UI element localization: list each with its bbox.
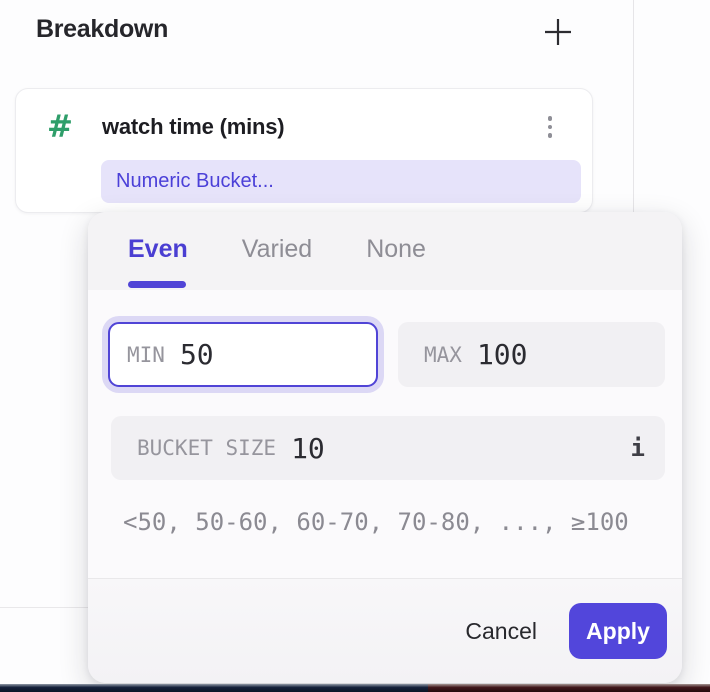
tab-varied[interactable]: Varied [241, 235, 313, 263]
chart-edge-strip [0, 684, 710, 692]
cancel-button[interactable]: Cancel [465, 617, 537, 644]
breakdown-property-card: # watch time (mins) Numeric Bucket... [15, 88, 593, 213]
tab-none[interactable]: None [366, 235, 426, 263]
min-input[interactable]: MIN 50 [108, 322, 378, 387]
kebab-menu-icon[interactable] [542, 110, 559, 144]
max-label: MAX [424, 342, 462, 367]
bucket-size-label: BUCKET SIZE [137, 436, 277, 460]
chart-bar-maroon [428, 684, 710, 692]
bucket-size-value: 10 [291, 431, 325, 465]
tab-even[interactable]: Even [128, 235, 188, 263]
popup-footer: Cancel Apply [88, 578, 682, 683]
add-breakdown-button[interactable] [540, 15, 576, 51]
panel-right-divider [633, 0, 634, 212]
bucket-size-input[interactable]: BUCKET SIZE 10 i [111, 416, 665, 480]
bucket-mode-tabs: Even Varied None [128, 235, 426, 264]
max-input[interactable]: MAX 100 [398, 322, 665, 387]
bucket-preview-text: <50, 50-60, 60-70, 70-80, ..., ≥100 [123, 508, 629, 536]
min-field-focus-ring: MIN 50 [102, 316, 384, 393]
property-name: watch time (mins) [101, 114, 285, 139]
numeric-bucket-popup: Even Varied None MIN 50 MAX 100 BUCKET S… [88, 212, 682, 683]
apply-button[interactable]: Apply [569, 603, 667, 659]
panel-title: Breakdown [36, 15, 169, 43]
info-icon[interactable]: i [630, 434, 645, 462]
popup-tab-bar: Even Varied None [88, 212, 682, 290]
max-value: 100 [476, 338, 528, 371]
active-tab-underline [128, 281, 186, 288]
left-section-divider [0, 607, 89, 608]
numeric-property-hash-icon: # [47, 108, 73, 145]
numeric-bucket-pill[interactable]: Numeric Bucket... [101, 160, 581, 203]
min-value: 50 [179, 338, 214, 371]
min-label: MIN [127, 342, 165, 367]
numeric-bucket-pill-label: Numeric Bucket... [116, 170, 274, 192]
chart-bar-navy [0, 684, 428, 692]
plus-icon [543, 17, 573, 50]
property-card-header: # watch time (mins) [16, 107, 592, 147]
